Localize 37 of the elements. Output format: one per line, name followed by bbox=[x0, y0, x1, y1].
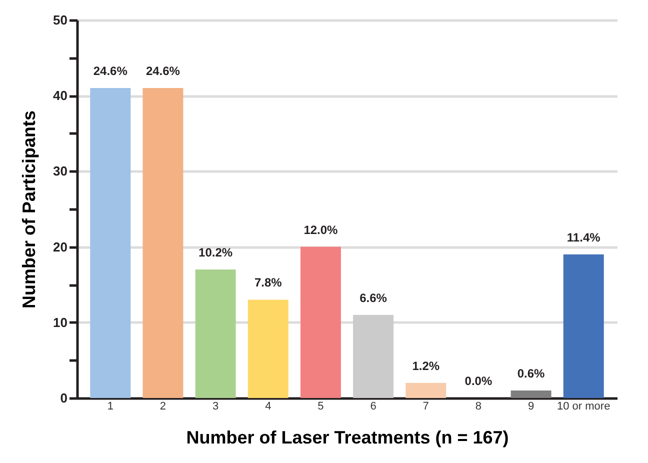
x-tick-label: 7 bbox=[422, 400, 429, 412]
annotation: 11.4% bbox=[566, 230, 601, 244]
annotation: 1.2% bbox=[412, 358, 440, 373]
x-tick-label: 6 bbox=[370, 400, 376, 412]
annotation: 24.6% bbox=[93, 64, 128, 78]
y-tick-label: 40 bbox=[53, 88, 68, 104]
bar bbox=[248, 300, 288, 398]
annotation: 24.6% bbox=[146, 64, 180, 78]
y-tick-label: 20 bbox=[53, 239, 68, 254]
annotation: 10.2% bbox=[198, 245, 233, 260]
x-tick-label: 10 or more bbox=[557, 400, 610, 412]
y-tick-label: 10 bbox=[53, 314, 68, 330]
bar bbox=[195, 269, 236, 398]
x-tick-label: 4 bbox=[265, 400, 272, 412]
y-tick-label: 50 bbox=[53, 12, 68, 28]
x-tick-label: 9 bbox=[528, 400, 534, 412]
x-tick-label: 8 bbox=[475, 400, 482, 412]
bar bbox=[563, 254, 604, 398]
bar bbox=[353, 314, 394, 398]
y-tick-label: 0 bbox=[60, 390, 68, 406]
bar bbox=[300, 246, 341, 398]
annotation: 0.6% bbox=[517, 366, 546, 380]
bar bbox=[510, 390, 552, 398]
bar bbox=[142, 88, 184, 398]
bar bbox=[90, 88, 131, 398]
bar bbox=[406, 382, 446, 398]
annotation: 0.0% bbox=[464, 374, 492, 388]
x-axis-title: Number of Laser Treatments (n = 167) bbox=[186, 428, 509, 448]
annotation: 7.8% bbox=[254, 276, 282, 290]
x-tick-label: 5 bbox=[318, 400, 324, 412]
x-tick-label: 1 bbox=[107, 400, 114, 412]
x-tick-label: 3 bbox=[212, 400, 219, 412]
annotation: 12.0% bbox=[304, 222, 338, 237]
y-tick-label: 30 bbox=[53, 164, 68, 179]
x-tick-label: 2 bbox=[160, 400, 166, 412]
annotation: 6.6% bbox=[360, 290, 388, 305]
y-axis-title: Number of Participants bbox=[19, 110, 40, 309]
